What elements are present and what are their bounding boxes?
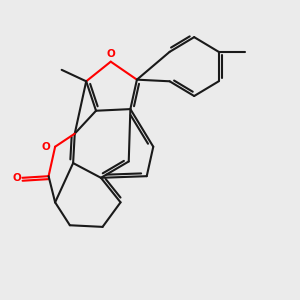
Text: O: O	[41, 142, 50, 152]
Text: O: O	[106, 49, 115, 59]
Text: O: O	[12, 173, 21, 183]
